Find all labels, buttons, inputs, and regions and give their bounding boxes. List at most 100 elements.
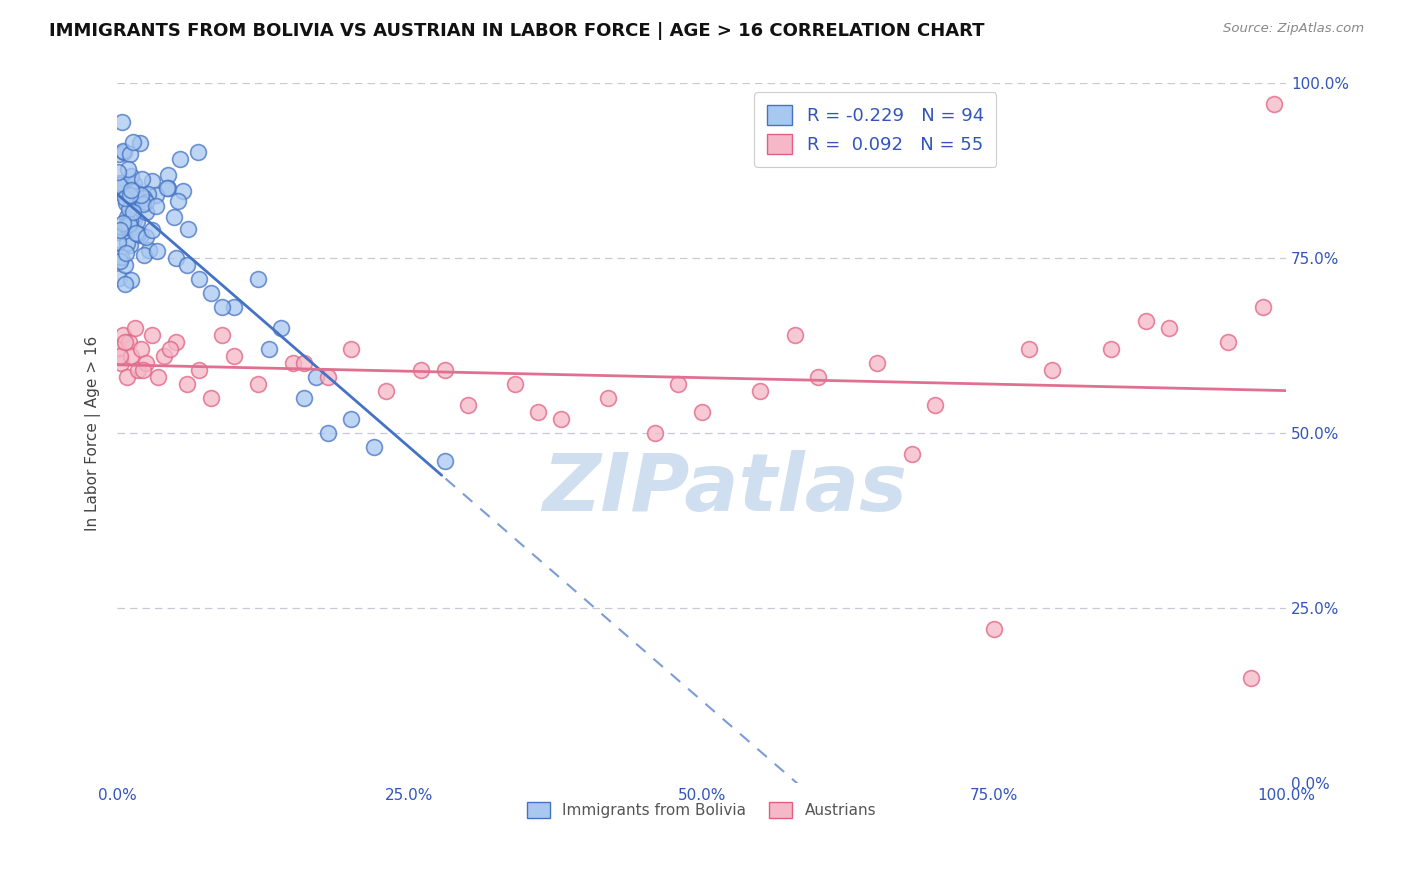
Point	[128, 136, 150, 151]
Point	[121, 198, 143, 212]
Point	[162, 210, 184, 224]
Point	[165, 252, 187, 266]
Point	[224, 301, 246, 315]
Point	[527, 405, 550, 419]
Point	[112, 145, 135, 159]
Point	[141, 328, 163, 343]
Point	[1159, 321, 1181, 335]
Point	[305, 370, 328, 384]
Point	[138, 243, 160, 257]
Point	[983, 622, 1005, 636]
Point	[666, 377, 689, 392]
Point	[1135, 314, 1157, 328]
Point	[122, 213, 145, 227]
Point	[503, 377, 526, 392]
Point	[375, 384, 398, 399]
Point	[107, 225, 129, 239]
Point	[363, 440, 385, 454]
Point	[118, 147, 141, 161]
Point	[156, 180, 179, 194]
Point	[110, 223, 132, 237]
Point	[120, 204, 142, 219]
Text: Source: ZipAtlas.com: Source: ZipAtlas.com	[1223, 22, 1364, 36]
Point	[148, 370, 170, 384]
Point	[1040, 363, 1063, 377]
Point	[125, 214, 148, 228]
Point	[141, 223, 163, 237]
Point	[165, 335, 187, 350]
Point	[107, 235, 129, 249]
Point	[118, 214, 141, 228]
Point	[433, 363, 456, 377]
Point	[120, 273, 142, 287]
Point	[131, 172, 153, 186]
Point	[120, 349, 142, 363]
Point	[411, 363, 433, 377]
Point	[111, 115, 134, 129]
Point	[121, 169, 143, 183]
Point	[807, 370, 830, 384]
Point	[132, 191, 155, 205]
Point	[167, 194, 190, 209]
Point	[145, 188, 167, 202]
Point	[118, 219, 141, 233]
Point	[433, 454, 456, 468]
Point	[1099, 343, 1122, 357]
Point	[117, 218, 139, 232]
Point	[1251, 301, 1274, 315]
Point	[145, 199, 167, 213]
Point	[122, 177, 145, 191]
Point	[114, 335, 136, 350]
Text: IMMIGRANTS FROM BOLIVIA VS AUSTRIAN IN LABOR FORCE | AGE > 16 CORRELATION CHART: IMMIGRANTS FROM BOLIVIA VS AUSTRIAN IN L…	[49, 22, 984, 40]
Point	[135, 205, 157, 219]
Point	[112, 328, 135, 343]
Point	[118, 202, 141, 216]
Point	[115, 235, 138, 250]
Point	[110, 356, 132, 370]
Point	[901, 447, 924, 461]
Point	[117, 210, 139, 224]
Point	[1263, 97, 1285, 112]
Point	[120, 183, 142, 197]
Point	[129, 189, 152, 203]
Point	[121, 135, 143, 149]
Point	[176, 377, 198, 392]
Point	[117, 161, 139, 176]
Point	[156, 181, 179, 195]
Point	[159, 343, 181, 357]
Point	[246, 377, 269, 392]
Point	[107, 343, 129, 357]
Text: ZIPatlas: ZIPatlas	[543, 450, 907, 528]
Point	[110, 250, 132, 264]
Point	[112, 224, 135, 238]
Point	[124, 321, 146, 335]
Point	[115, 370, 138, 384]
Point	[132, 197, 155, 211]
Point	[111, 144, 134, 158]
Point	[108, 248, 131, 262]
Point	[136, 187, 159, 202]
Point	[153, 349, 176, 363]
Point	[135, 229, 157, 244]
Point	[124, 184, 146, 198]
Point	[1240, 671, 1263, 685]
Point	[176, 258, 198, 272]
Point	[257, 343, 280, 357]
Point	[340, 412, 363, 426]
Point	[120, 188, 142, 202]
Point	[292, 356, 315, 370]
Point	[169, 153, 191, 167]
Y-axis label: In Labor Force | Age > 16: In Labor Force | Age > 16	[86, 335, 101, 531]
Point	[146, 244, 169, 258]
Point	[134, 248, 156, 262]
Point	[108, 349, 131, 363]
Point	[457, 398, 479, 412]
Point	[211, 301, 233, 315]
Point	[111, 186, 134, 201]
Point	[188, 272, 211, 286]
Point	[200, 391, 222, 405]
Point	[112, 177, 135, 191]
Point	[172, 184, 194, 198]
Point	[644, 426, 666, 441]
Point	[177, 222, 200, 236]
